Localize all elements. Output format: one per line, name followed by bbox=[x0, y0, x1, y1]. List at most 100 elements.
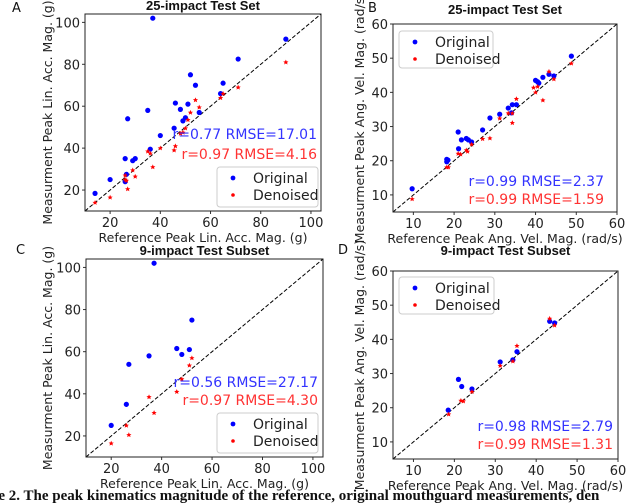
panel-letter: C bbox=[16, 243, 25, 258]
y-tick-label: 10 bbox=[371, 189, 388, 204]
y-tick-label: 60 bbox=[64, 346, 81, 361]
x-tick-label: 50 bbox=[568, 217, 585, 232]
point-original bbox=[174, 345, 180, 352]
y-axis-label: Measurment Peak Ang. Vel. Mag. (rad/s) bbox=[352, 0, 367, 243]
stat-denoised: r=0.97 RMSE=4.16 bbox=[181, 147, 317, 163]
point-denoised bbox=[150, 164, 156, 170]
y-tick-label: 20 bbox=[63, 184, 80, 199]
point-original bbox=[497, 111, 503, 117]
legend-label-denoised: Denoised bbox=[435, 52, 501, 68]
y-tick-label: 30 bbox=[371, 121, 388, 136]
point-denoised bbox=[179, 376, 185, 382]
point-denoised bbox=[469, 141, 475, 147]
point-original bbox=[132, 156, 138, 162]
point-denoised bbox=[192, 97, 199, 103]
point-original bbox=[182, 115, 189, 121]
point-denoised bbox=[189, 355, 195, 361]
point-denoised bbox=[546, 68, 552, 74]
point-original bbox=[568, 53, 574, 59]
panel-letter: A bbox=[12, 1, 21, 16]
point-denoised bbox=[514, 343, 520, 349]
point-original bbox=[551, 73, 557, 79]
point-denoised bbox=[479, 136, 486, 142]
x-axis-label: Reference Peak Ang. Vel. Mag. (rad/s) bbox=[388, 478, 623, 493]
point-denoised bbox=[108, 440, 114, 446]
point-denoised bbox=[497, 363, 503, 368]
x-tick-label: 20 bbox=[103, 462, 120, 477]
x-tick-label: 60 bbox=[202, 216, 219, 231]
x-tick-label: 10 bbox=[405, 217, 422, 232]
x-tick-label: 60 bbox=[204, 462, 221, 477]
point-denoised bbox=[107, 194, 113, 200]
point-denoised bbox=[132, 173, 138, 179]
x-tick-label: 30 bbox=[487, 217, 504, 232]
identity-line bbox=[393, 271, 618, 459]
point-denoised bbox=[540, 97, 546, 103]
identity-line bbox=[393, 24, 617, 212]
point-denoised bbox=[217, 95, 224, 101]
point-denoised bbox=[145, 148, 151, 154]
panel-title: 9-impact Test Subset bbox=[140, 243, 270, 258]
x-axis-label: Reference Peak Ang. Vel. Mag. (rad/s) bbox=[387, 231, 622, 246]
y-tick-label: 50 bbox=[371, 299, 388, 314]
point-denoised bbox=[171, 147, 177, 153]
x-tick-label: 30 bbox=[487, 464, 504, 479]
panel-b: B 25-impact Test Set 10 20 30 40 50 60 10 20 30 40 5… bbox=[352, 0, 625, 246]
y-tick-label: 20 bbox=[371, 155, 388, 170]
point-original bbox=[540, 74, 546, 80]
panel-letter: D bbox=[338, 243, 348, 258]
x-tick-label: 20 bbox=[446, 217, 463, 232]
legend-box bbox=[398, 30, 494, 69]
point-denoised bbox=[510, 358, 516, 364]
legend-marker-denoised bbox=[413, 57, 417, 61]
point-original bbox=[509, 102, 515, 108]
point-denoised bbox=[464, 148, 471, 154]
stat-denoised: r=0.99 RMSE=1.59 bbox=[468, 192, 604, 208]
point-denoised bbox=[445, 164, 451, 170]
y-tick-label: 100 bbox=[56, 261, 81, 276]
x-axis-label: Reference Peak Lin. Acc. Mag. (g) bbox=[99, 230, 308, 245]
point-denoised bbox=[530, 84, 537, 90]
legend-box bbox=[216, 166, 319, 208]
point-original bbox=[122, 156, 128, 162]
plot-frame bbox=[85, 258, 324, 458]
stat-denoised: r=0.97 RMSE=4.30 bbox=[182, 393, 318, 409]
x-tick-label: 60 bbox=[610, 464, 627, 479]
point-denoised bbox=[92, 200, 98, 205]
point-denoised bbox=[497, 115, 503, 121]
x-tick-label: 80 bbox=[252, 216, 269, 231]
legend-box bbox=[216, 412, 319, 454]
point-original bbox=[145, 107, 151, 114]
stat-denoised: r=0.99 RMSE=1.31 bbox=[477, 437, 613, 453]
point-denoised bbox=[126, 432, 132, 438]
panel-title: 25-impact Test Set bbox=[448, 2, 563, 17]
y-axis-label: Measurment Peak Ang. Vel. Mag. (rad/s) bbox=[352, 240, 367, 490]
point-denoised bbox=[196, 104, 202, 110]
point-original bbox=[177, 106, 184, 112]
legend-box bbox=[398, 276, 495, 315]
y-tick-label: 60 bbox=[63, 100, 80, 115]
legend-marker-denoised bbox=[231, 193, 235, 197]
legend-marker-original bbox=[412, 285, 418, 291]
x-tick-label: 60 bbox=[609, 217, 626, 232]
y-tick-label: 80 bbox=[63, 58, 80, 73]
point-denoised bbox=[505, 110, 511, 116]
stat-original: r=0.99 RMSE=2.37 bbox=[468, 174, 604, 190]
legend-label-original: Original bbox=[435, 281, 490, 297]
x-tick-label: 80 bbox=[254, 462, 271, 477]
point-original bbox=[458, 137, 465, 143]
point-denoised bbox=[151, 410, 157, 416]
point-original bbox=[455, 376, 462, 382]
y-tick-label: 80 bbox=[64, 304, 81, 319]
point-original bbox=[125, 116, 131, 122]
point-original bbox=[487, 115, 493, 121]
point-original bbox=[445, 407, 451, 413]
point-original bbox=[171, 125, 177, 131]
point-original bbox=[497, 359, 503, 365]
y-tick-label: 60 bbox=[371, 265, 388, 280]
y-tick-label: 60 bbox=[371, 18, 388, 33]
legend-label-denoised: Denoised bbox=[435, 298, 501, 314]
identity-line bbox=[85, 14, 321, 211]
point-denoised bbox=[509, 120, 515, 126]
